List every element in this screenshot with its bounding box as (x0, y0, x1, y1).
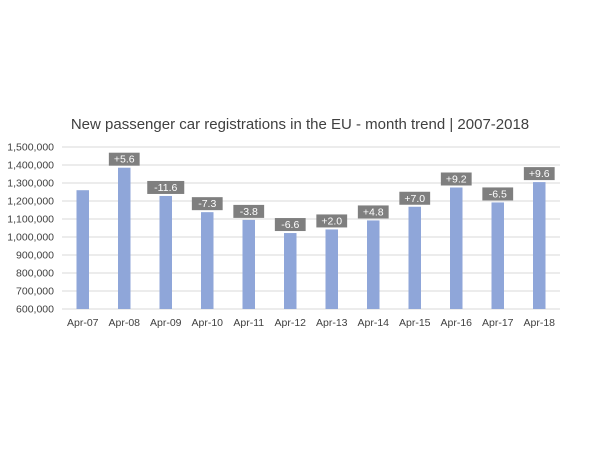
y-tick-label: 1,300,000 (7, 178, 54, 190)
bar (450, 187, 463, 309)
data-label: -6.6 (281, 219, 299, 231)
chart-title: New passenger car registrations in the E… (70, 116, 530, 133)
y-tick-label: 1,400,000 (7, 160, 54, 172)
data-label: -3.8 (240, 206, 258, 218)
data-label: +9.2 (446, 174, 467, 186)
bar (284, 233, 297, 309)
bar (325, 229, 338, 309)
bar (242, 219, 255, 309)
y-tick-label: 800,000 (16, 268, 54, 280)
y-tick-label: 900,000 (16, 250, 54, 262)
bar (491, 202, 504, 309)
bar (118, 167, 131, 309)
data-label-box (147, 180, 185, 194)
data-label-box (440, 172, 472, 186)
x-tick-label: Apr-16 (440, 317, 472, 329)
data-label-box (233, 204, 265, 218)
x-tick-label: Apr-08 (108, 317, 140, 329)
data-label-box (482, 187, 514, 201)
y-tick-label: 1,100,000 (7, 214, 54, 226)
y-tick-label: 600,000 (16, 304, 54, 316)
x-tick-label: Apr-14 (357, 317, 389, 329)
y-tick-label: 1,500,000 (7, 142, 54, 154)
data-label-box (274, 218, 306, 232)
y-tick-label: 1,200,000 (7, 196, 54, 208)
x-tick-label: Apr-12 (274, 317, 306, 329)
x-tick-label: Apr-07 (67, 317, 99, 329)
x-tick-label: Apr-17 (482, 317, 514, 329)
bar (201, 212, 214, 309)
bar (159, 195, 172, 309)
x-tick-label: Apr-18 (523, 317, 555, 329)
data-label: +2.0 (321, 215, 342, 227)
x-tick-label: Apr-10 (191, 317, 223, 329)
data-label: -6.5 (489, 188, 507, 200)
data-label-box (316, 214, 348, 228)
data-label: -11.6 (154, 182, 177, 194)
data-label-box (523, 167, 555, 181)
data-label-box (357, 205, 389, 219)
data-label: +4.8 (363, 206, 384, 218)
bar (533, 182, 546, 309)
bar (408, 206, 421, 309)
data-label-box (191, 197, 223, 211)
data-label-box (108, 152, 140, 166)
data-label: +9.6 (529, 168, 550, 180)
bar (367, 220, 380, 309)
data-label: +7.0 (404, 193, 425, 205)
data-label: -7.3 (198, 198, 216, 210)
bar (76, 190, 89, 309)
data-label-box (399, 191, 431, 205)
y-tick-label: 1,000,000 (7, 232, 54, 244)
y-tick-label: 700,000 (16, 286, 54, 298)
x-tick-label: Apr-15 (399, 317, 431, 329)
x-tick-label: Apr-09 (150, 317, 182, 329)
data-label: +5.6 (114, 154, 135, 166)
x-tick-label: Apr-13 (316, 317, 348, 329)
x-tick-label: Apr-11 (233, 317, 264, 329)
